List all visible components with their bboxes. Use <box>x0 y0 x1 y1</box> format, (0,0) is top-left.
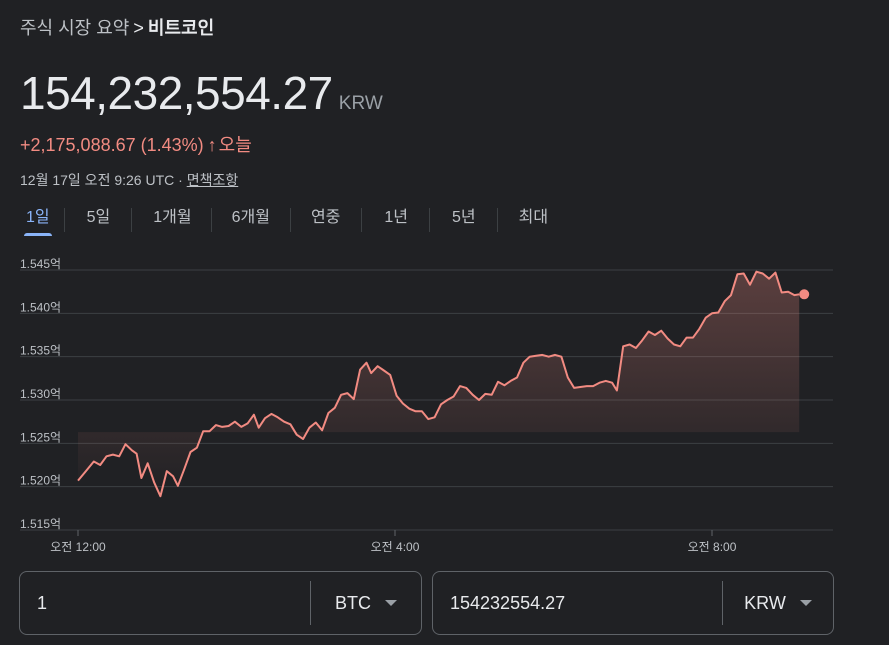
tab-6m[interactable]: 6개월 <box>231 209 270 226</box>
converter-to: 154232554.27 KRW <box>432 571 834 635</box>
from-amount-input[interactable]: 1 <box>37 592 48 613</box>
timestamp-separator: · <box>178 172 183 188</box>
x-tick-label: 오전 12:00 <box>50 540 106 554</box>
x-axis-labels: 오전 12:00 오전 4:00 오전 8:00 <box>50 530 737 554</box>
tab-divider <box>131 208 133 232</box>
price-area-fill <box>78 271 800 497</box>
breadcrumb-parent-link[interactable]: 주식 시장 요약 <box>20 18 130 38</box>
breadcrumb-current: 비트코인 <box>147 18 215 38</box>
x-tick-label: 오전 8:00 <box>688 540 737 554</box>
y-axis-labels: 1.545억 1.540억 1.535억 1.530억 1.525억 1.520억 1.51… <box>20 257 61 531</box>
quote-timestamp: 12월 17일 오전 9:26 UTC · 면책조항 <box>20 170 238 190</box>
tab-divider <box>210 208 212 232</box>
tab-5d[interactable]: 5일 <box>86 209 111 226</box>
price-change: +2,175,088.67 (1.43%) ↑ 오늘 <box>20 131 252 157</box>
y-tick-label: 1.525억 <box>20 430 61 444</box>
tab-1y[interactable]: 1년 <box>384 209 409 226</box>
from-currency-select[interactable]: BTC <box>311 593 421 614</box>
price-chart[interactable]: 1.545억 1.540억 1.535억 1.530억 1.525억 1.520억 1.51… <box>0 250 889 560</box>
y-tick-label: 1.530억 <box>20 387 61 401</box>
disclaimer-link[interactable]: 면책조항 <box>186 172 239 188</box>
breadcrumb: 주식 시장 요약 > 비트코인 <box>20 14 214 40</box>
tab-divider <box>361 208 363 232</box>
current-price-marker <box>799 289 810 300</box>
tab-max[interactable]: 최대 <box>518 209 549 226</box>
price-currency: KRW <box>338 93 383 114</box>
to-amount-input[interactable]: 154232554.27 <box>450 592 566 613</box>
y-tick-label: 1.520억 <box>20 474 61 488</box>
tab-ytd[interactable]: 연중 <box>310 209 341 226</box>
converter-from: 1 BTC <box>19 571 422 635</box>
change-period: 오늘 <box>218 135 252 155</box>
timestamp-text: 12월 17일 오전 9:26 UTC <box>20 172 175 188</box>
range-tabs: 1일 5일 1개월 6개월 연중 1년 5년 최대 <box>20 204 548 236</box>
change-value: +2,175,088.67 (1.43%) <box>20 135 204 155</box>
y-tick-label: 1.535억 <box>20 344 61 358</box>
tab-divider <box>289 208 291 232</box>
tab-divider <box>429 208 431 232</box>
to-currency-label: KRW <box>744 592 786 613</box>
y-tick-label: 1.545억 <box>20 257 61 271</box>
tab-1m[interactable]: 1개월 <box>153 209 192 226</box>
converter-divider <box>722 581 723 625</box>
tab-divider <box>63 208 65 232</box>
tab-5y[interactable]: 5년 <box>452 209 476 226</box>
chevron-down-icon <box>799 600 812 606</box>
price-header: 154,232,554.27 KRW <box>20 66 383 120</box>
tab-1d[interactable]: 1일 <box>24 204 52 236</box>
tab-divider <box>496 208 498 232</box>
chevron-down-icon <box>385 600 397 606</box>
current-price: 154,232,554.27 <box>20 67 333 119</box>
converter-divider <box>310 581 311 625</box>
y-tick-label: 1.540억 <box>20 300 61 314</box>
arrow-up-icon: ↑ <box>207 135 217 155</box>
y-tick-label: 1.515억 <box>20 517 61 531</box>
from-currency-label: BTC <box>335 592 371 613</box>
breadcrumb-separator: > <box>133 18 144 38</box>
to-currency-select[interactable]: KRW <box>723 593 833 614</box>
x-tick-label: 오전 4:00 <box>371 540 420 554</box>
price-line <box>77 270 800 498</box>
